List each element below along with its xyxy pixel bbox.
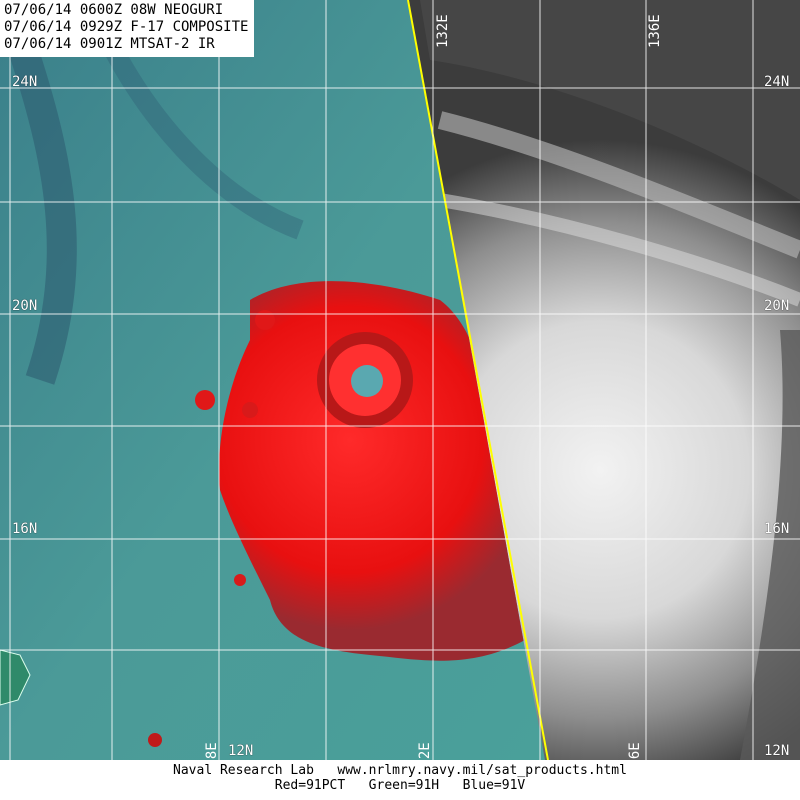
lat-label-24n-right: 24N <box>764 74 790 90</box>
header-line-2: 07/06/14 0929Z F-17 COMPOSITE <box>4 19 249 35</box>
lon-label-136e-top: 136E <box>647 14 663 48</box>
lat-label-12n-bottom: 12N <box>228 743 254 759</box>
latlon-grid <box>0 0 800 760</box>
lat-label-24n-left: 24N <box>12 74 38 90</box>
header-line-1: 07/06/14 0600Z 08W NEOGURI <box>4 2 224 18</box>
footer-credit-box: Naval Research Lab www.nrlmry.navy.mil/s… <box>0 760 800 800</box>
lat-label-20n-right: 20N <box>764 298 790 314</box>
lat-label-20n-left: 20N <box>12 298 38 314</box>
lon-label-132e-top: 132E <box>435 14 451 48</box>
swath-edge-line <box>407 0 549 761</box>
footer-credit-line: Naval Research Lab www.nrlmry.navy.mil/s… <box>173 763 627 778</box>
lat-label-12n-right: 12N <box>764 743 790 759</box>
header-info-box: 07/06/14 0600Z 08W NEOGURI 07/06/14 0929… <box>0 0 255 57</box>
header-line-3: 07/06/14 0901Z MTSAT-2 IR <box>4 36 215 52</box>
lat-label-16n-left: 16N <box>12 521 38 537</box>
footer-channel-legend: Red=91PCT Green=91H Blue=91V <box>274 778 526 793</box>
lat-label-16n-right: 16N <box>764 521 790 537</box>
